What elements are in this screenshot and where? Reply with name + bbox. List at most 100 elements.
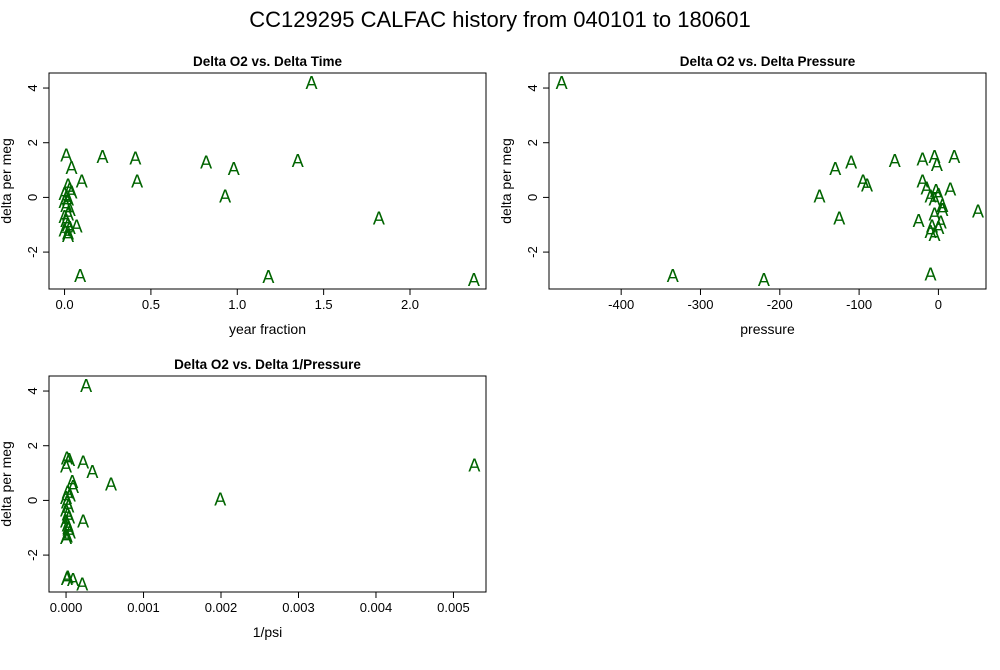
- x-tick-label: 0.003: [282, 600, 315, 615]
- y-tick-label: 0: [525, 194, 540, 201]
- data-point: A: [857, 172, 869, 192]
- data-point: A: [214, 490, 226, 510]
- data-point: A: [77, 453, 89, 473]
- data-point: A: [931, 155, 943, 175]
- x-tick-label: -400: [608, 297, 634, 312]
- data-point: A: [262, 267, 274, 287]
- x-tick-label: 1.5: [315, 297, 333, 312]
- data-point: A: [556, 73, 568, 93]
- data-point: A: [62, 204, 74, 224]
- data-point: A: [64, 485, 76, 505]
- data-point: A: [228, 159, 240, 179]
- data-point: A: [60, 488, 72, 508]
- panels: Delta O2 vs. Delta Time 0.0 0.5 1.0 1.5 2.0 -2…: [0, 54, 987, 640]
- data-point: A: [60, 457, 72, 477]
- data-point: A: [62, 518, 74, 538]
- chart-title: Delta O2 vs. Delta 1/Pressure: [174, 357, 361, 372]
- plot-frame: [48, 375, 487, 593]
- data-point: A: [926, 217, 938, 237]
- data-point: A: [76, 172, 88, 192]
- data-point: A: [60, 500, 72, 520]
- data-point: A: [60, 188, 72, 208]
- x-tick-label: -200: [767, 297, 793, 312]
- data-point: A: [62, 496, 74, 516]
- data-point: A: [62, 516, 74, 536]
- y-tick-label: 2: [25, 442, 40, 449]
- data-point: A: [63, 450, 75, 470]
- x-tick-label: 0: [935, 297, 942, 312]
- plot-frame: [48, 72, 487, 290]
- data-point: A: [813, 187, 825, 207]
- data-point: A: [60, 528, 72, 548]
- x-tick-label: 0.5: [142, 297, 160, 312]
- y-tick-label: 2: [525, 139, 540, 146]
- data-point: A: [131, 172, 143, 192]
- data-point: A: [71, 217, 83, 237]
- chart-title: Delta O2 vs. Delta Time: [193, 54, 343, 69]
- x-axis-label: pressure: [740, 321, 795, 337]
- data-point: A: [105, 475, 117, 495]
- y-tick-label: -2: [25, 549, 40, 561]
- data-point: A: [928, 147, 940, 167]
- data-point: A: [924, 264, 936, 284]
- data-point: A: [917, 172, 929, 192]
- y-tick-label: 4: [25, 84, 40, 91]
- data-point: A: [62, 189, 74, 209]
- data-point: A: [59, 207, 71, 227]
- data-point: A: [928, 204, 940, 224]
- data-point: A: [62, 176, 74, 196]
- data-point: A: [758, 270, 770, 290]
- data-point: A: [219, 187, 231, 207]
- data-point: A: [60, 196, 72, 216]
- data-point: A: [932, 185, 944, 205]
- data-point: A: [944, 180, 956, 200]
- data-point: A: [59, 221, 71, 241]
- chart-title: Delta O2 vs. Delta Pressure: [680, 54, 856, 69]
- data-point: A: [306, 73, 318, 93]
- data-point: A: [77, 511, 89, 531]
- data-point: A: [62, 483, 74, 503]
- data-point: A: [61, 569, 73, 589]
- chart-panel-2: Delta O2 vs. Delta Pressure-400 -300 -200-…: [498, 54, 987, 337]
- y-tick-label: 4: [525, 84, 540, 91]
- y-tick-label: -2: [25, 246, 40, 258]
- data-point: A: [60, 146, 72, 166]
- data-point: A: [62, 226, 74, 246]
- y-tick-label: -2: [525, 246, 540, 258]
- x-tick-label: 1.0: [228, 297, 246, 312]
- data-point: A: [972, 202, 984, 222]
- data-point: A: [889, 151, 901, 171]
- data-point: A: [67, 570, 79, 590]
- data-point: A: [292, 151, 304, 171]
- data-point: A: [936, 200, 948, 220]
- y-axis-label: delta per meg: [0, 138, 14, 224]
- data-point: A: [62, 567, 74, 587]
- data-point: A: [924, 187, 936, 207]
- data-point: A: [948, 147, 960, 167]
- data-point: A: [62, 215, 74, 235]
- x-tick-label: 0.004: [360, 600, 393, 615]
- x-tick-label: 0.000: [50, 600, 83, 615]
- y-axis-label: delta per meg: [498, 138, 514, 224]
- data-point: A: [928, 189, 940, 209]
- data-point: A: [917, 150, 929, 170]
- x-tick-label: 2.0: [401, 297, 419, 312]
- data-point: A: [62, 520, 74, 540]
- data-point: A: [64, 180, 76, 200]
- main-title: CC129295 CALFAC history from 040101 to 1…: [249, 7, 750, 32]
- x-axis-label: 1/psi: [253, 624, 283, 640]
- data-point: A: [936, 196, 948, 216]
- data-point: A: [64, 522, 76, 542]
- plot-frame: [548, 72, 987, 290]
- x-tick-label: 0.001: [127, 600, 160, 615]
- data-point: A: [76, 574, 88, 594]
- y-axis-label: delta per meg: [0, 441, 14, 527]
- chart-panel-3: Delta O2 vs. Delta 1/Pressure 0.000 0.001 0…: [0, 357, 487, 640]
- data-point: A: [861, 176, 873, 196]
- data-point: A: [86, 462, 98, 482]
- data-point: A: [65, 158, 77, 178]
- data-point: A: [60, 211, 72, 231]
- data-point: A: [64, 218, 76, 238]
- data-point: A: [200, 152, 212, 172]
